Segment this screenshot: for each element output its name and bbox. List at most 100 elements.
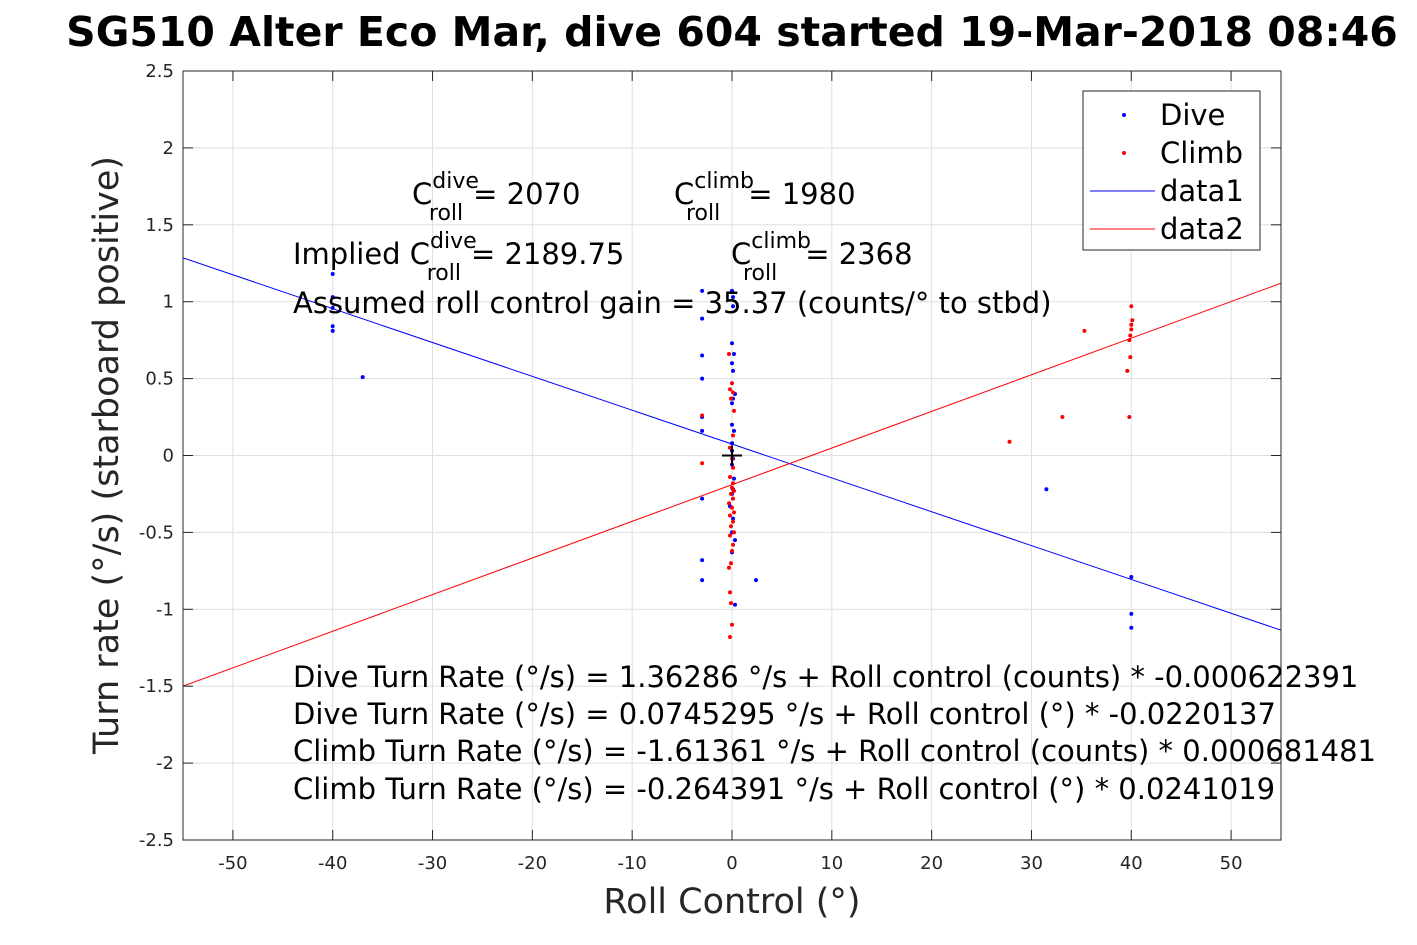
y-tick-label: 0.5 [145, 369, 174, 390]
climb-point [1128, 333, 1133, 338]
climb-point [1127, 338, 1132, 343]
x-tick-label: 30 [1020, 853, 1043, 874]
climb-point [731, 481, 735, 486]
dive-point [1129, 575, 1134, 579]
y-tick-label: -2 [156, 753, 174, 774]
climb-point [700, 461, 705, 466]
dive-point [730, 422, 734, 427]
legend-climb-swatch [1122, 151, 1126, 155]
climb-point [1127, 415, 1132, 419]
climb-point [731, 496, 735, 501]
climb-point [728, 590, 732, 595]
dive-point [360, 375, 365, 380]
dive-point [730, 341, 734, 346]
fit-annotation-climb-degrees: Climb Turn Rate (°/s) = -0.264391 °/s + … [293, 772, 1275, 806]
climb-superscript: climb [694, 169, 754, 194]
climb-point [728, 513, 732, 518]
dive-point [700, 353, 705, 358]
climb-point [727, 352, 731, 356]
dive-point [330, 328, 335, 333]
climb-point [732, 510, 736, 515]
dive-point [730, 361, 734, 366]
x-ticks: -50 -40 -30 -20 -10 0 10 20 30 40 50 [218, 71, 1243, 874]
dive-point [330, 305, 335, 310]
c-symbol: C [412, 177, 432, 211]
climb-point [730, 548, 734, 553]
climb-point [1129, 322, 1134, 327]
climb-point [730, 381, 734, 386]
dive-superscript: dive [430, 229, 477, 254]
climb-point [1060, 415, 1065, 419]
x-tick-label: -40 [318, 853, 347, 874]
climb-point [732, 530, 736, 535]
c-symbol: C [410, 237, 430, 271]
dive-point [700, 558, 705, 563]
dive-point [732, 352, 736, 356]
roll-subscript: roll [686, 201, 720, 226]
y-ticks: -2.5 -2 -1.5 -1 -0.5 0 0.5 1 1.5 2 2.5 [139, 61, 1281, 851]
x-tick-label: -20 [518, 853, 547, 874]
legend-climb-label: Climb [1160, 136, 1243, 170]
c-roll-climb-annotation: Cclimb roll = 1980 [674, 169, 856, 226]
climb-point [731, 519, 735, 524]
roll-subscript: roll [743, 261, 777, 286]
dive-point [730, 288, 734, 293]
climb-point [1007, 439, 1012, 444]
dive-point [754, 578, 758, 583]
origin-marker [722, 445, 742, 466]
dive-point [700, 376, 705, 381]
fit-annotation-dive-degrees: Dive Turn Rate (°/s) = 0.0745295 °/s + R… [293, 697, 1276, 731]
fit-annotation-climb-counts: Climb Turn Rate (°/s) = -1.61361 °/s + R… [293, 734, 1376, 768]
x-tick-label: 10 [820, 853, 843, 874]
climb-point [729, 491, 733, 496]
legend-box [1082, 90, 1261, 251]
climb-point [732, 408, 736, 413]
climb-point [729, 396, 733, 401]
climb-point [1125, 368, 1130, 373]
dive-point [733, 602, 737, 607]
c-symbol: C [674, 177, 694, 211]
climb-point [729, 524, 733, 529]
dive-point [700, 578, 705, 583]
dive-point [731, 368, 735, 373]
dive-point [330, 295, 335, 300]
legend-data1-label: data1 [1160, 174, 1244, 208]
x-tick-label: -50 [218, 853, 247, 874]
annotations: Cdive roll = 2070 Cclimb roll = 1980 Implied… [293, 169, 1376, 806]
chart-title: SG510 Alter Eco Mar, dive 604 started 19… [66, 8, 1398, 56]
climb-point [727, 501, 731, 506]
dive-point [730, 441, 734, 446]
dive-point [700, 316, 705, 321]
climb-point [728, 475, 732, 479]
gain-annotation: Assumed roll control gain = 35.37 (count… [293, 286, 1052, 320]
climb-point [1129, 304, 1134, 309]
y-axis-label: Turn rate (°/s) (starboard positive) [87, 156, 127, 755]
y-tick-label: -2.5 [139, 830, 174, 851]
implied-climb-value: = 2368 [805, 237, 912, 271]
dive-point [700, 496, 705, 501]
dive-point [732, 428, 736, 433]
climb-point [730, 485, 734, 490]
dive-superscript: dive [432, 169, 479, 194]
c-dive-value: = 2070 [473, 177, 580, 211]
x-axis-label: Roll Control (°) [603, 882, 860, 922]
y-tick-label: 2 [163, 138, 174, 159]
x-tick-label: 40 [1120, 853, 1143, 874]
climb-point [731, 465, 735, 470]
climb-point [730, 622, 734, 627]
legend-dive-label: Dive [1160, 98, 1225, 132]
climb-point [731, 433, 735, 438]
c-climb-value: = 1980 [748, 177, 855, 211]
climb-point [731, 542, 735, 547]
climb-point [729, 601, 733, 606]
x-tick-label: -10 [617, 853, 646, 874]
climb-point [727, 565, 731, 570]
dive-point [731, 304, 735, 309]
climb-superscript: climb [751, 229, 811, 254]
dive-point [330, 324, 335, 329]
y-tick-label: 1 [163, 292, 174, 313]
c-roll-dive-annotation: Cdive roll = 2070 [412, 169, 580, 226]
dive-point [330, 272, 335, 276]
climb-point [729, 561, 733, 566]
climb-point [728, 533, 732, 538]
